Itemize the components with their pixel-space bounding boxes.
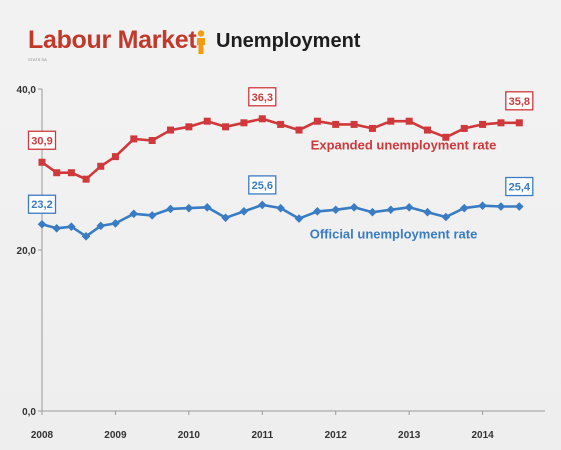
data-point-expanded — [497, 119, 505, 127]
data-callout-box — [27, 130, 57, 150]
data-point-official — [331, 205, 341, 215]
data-point-official — [496, 202, 506, 211]
data-point-official — [478, 201, 487, 211]
y-tick-label: 20,0 — [17, 246, 37, 257]
series-line-official — [41, 203, 520, 238]
data-point-official — [147, 211, 157, 220]
data-point-expanded — [515, 119, 523, 127]
data-point-official — [111, 219, 120, 228]
data-point-expanded — [148, 137, 156, 145]
x-tick-label: 2011 — [251, 430, 273, 441]
x-tick-label: 2014 — [471, 430, 494, 441]
data-point-expanded — [405, 117, 413, 125]
data-point-expanded — [97, 162, 105, 170]
data-point-official — [67, 222, 76, 231]
series-label-official: Official unemployment rate — [310, 227, 478, 242]
data-callout-box — [505, 91, 534, 111]
data-point-official — [459, 203, 469, 213]
data-point-expanded — [185, 123, 193, 131]
data-point-official — [37, 219, 47, 229]
data-point-expanded — [67, 169, 75, 177]
data-point-expanded — [258, 115, 266, 123]
data-point-expanded — [111, 153, 119, 161]
data-point-official — [52, 223, 61, 233]
data-callout-box — [248, 175, 277, 195]
data-point-expanded — [442, 133, 450, 141]
x-tick-label: 2010 — [178, 430, 201, 441]
data-point-expanded — [424, 126, 432, 134]
data-point-official — [96, 221, 106, 231]
data-point-expanded — [479, 120, 487, 128]
data-point-expanded — [38, 158, 46, 166]
data-callout-label: 23,2 — [31, 199, 52, 211]
brand-label: STATS SA — [28, 57, 47, 62]
data-callout-label: 36,3 — [252, 92, 273, 104]
data-point-expanded — [167, 126, 175, 134]
data-point-official — [166, 204, 175, 214]
data-point-official — [386, 205, 396, 215]
data-point-expanded — [332, 120, 340, 128]
x-tick-label: 2009 — [104, 430, 127, 441]
y-tick-label: 40,0 — [17, 85, 37, 96]
person-icon — [197, 30, 205, 54]
data-callout-label: 35,8 — [509, 96, 530, 108]
data-point-official — [514, 202, 524, 211]
data-callout-label: 25,6 — [252, 180, 273, 192]
data-point-expanded — [313, 117, 321, 125]
data-point-official — [313, 207, 322, 216]
data-point-expanded — [350, 120, 358, 128]
data-callout-box — [248, 87, 277, 107]
data-point-official — [257, 200, 267, 210]
data-point-expanded — [387, 117, 395, 125]
data-point-expanded — [295, 126, 303, 134]
page-title: Labour Market — [28, 26, 197, 54]
y-tick-label: 0,0 — [22, 407, 36, 418]
data-point-expanded — [53, 169, 61, 177]
data-point-official — [221, 213, 230, 223]
data-point-official — [184, 203, 194, 213]
data-callout-label: 30,9 — [31, 135, 52, 147]
data-point-expanded — [82, 175, 90, 183]
x-tick-label: 2013 — [398, 430, 421, 441]
series-line-expanded — [41, 117, 520, 181]
data-point-expanded — [203, 117, 211, 125]
data-point-expanded — [277, 120, 285, 128]
data-point-official — [349, 203, 359, 212]
data-point-expanded — [222, 123, 230, 131]
data-point-official — [368, 207, 377, 217]
data-point-official — [423, 207, 432, 217]
data-callout-box — [505, 176, 534, 197]
data-point-official — [239, 207, 249, 216]
data-point-official — [294, 214, 304, 223]
page-subtitle: Unemployment — [216, 30, 361, 52]
data-point-official — [276, 203, 285, 213]
data-point-expanded — [240, 119, 248, 127]
data-point-official — [81, 232, 91, 241]
data-point-official — [202, 203, 212, 212]
data-point-official — [129, 209, 139, 219]
x-tick-label: 2012 — [325, 430, 348, 441]
series-label-expanded: Expanded unemployment rate — [311, 137, 497, 152]
data-callout-box — [27, 194, 57, 214]
data-callout-label: 25,4 — [509, 182, 531, 194]
data-point-expanded — [130, 135, 138, 143]
x-tick-label: 2008 — [31, 430, 54, 441]
data-point-official — [441, 212, 451, 222]
data-point-expanded — [460, 124, 468, 132]
data-point-official — [404, 203, 414, 212]
data-point-expanded — [368, 124, 376, 132]
